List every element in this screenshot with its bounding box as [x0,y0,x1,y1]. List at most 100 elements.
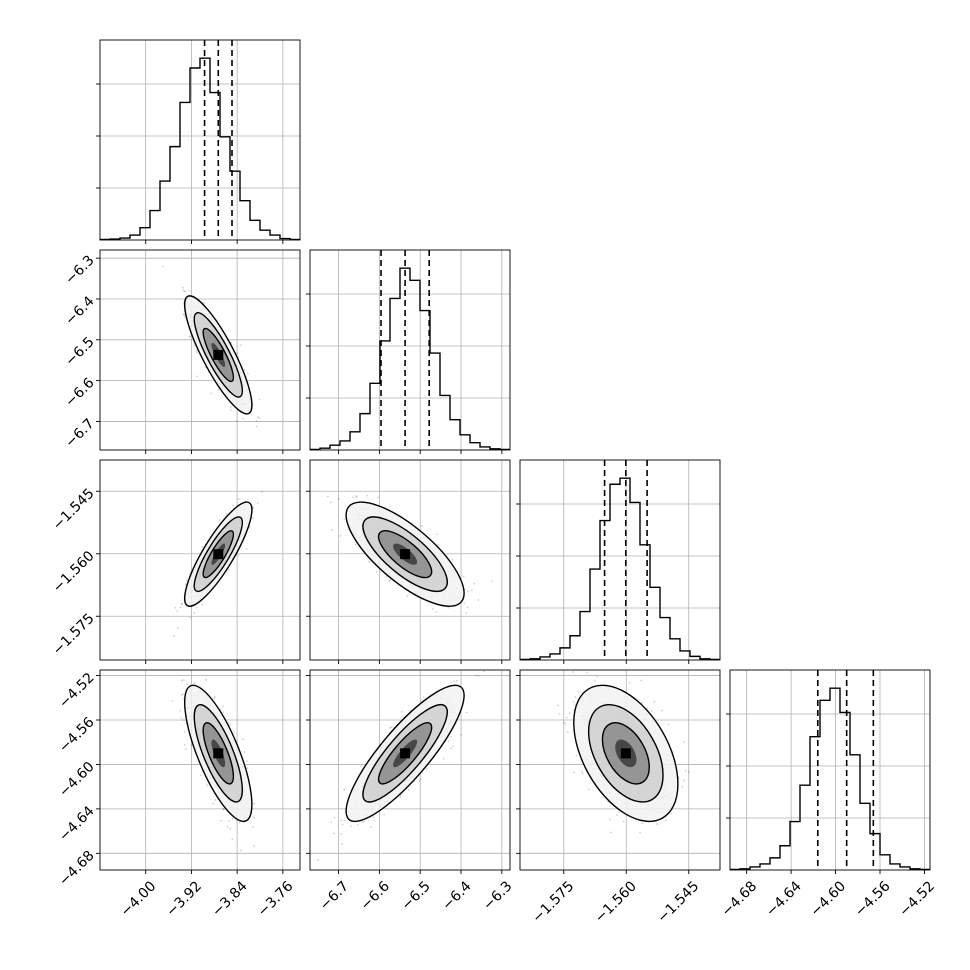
density-peak-cell [400,549,411,560]
sample-point [400,710,403,713]
panel-frame [309,249,511,451]
sample-point [184,731,186,733]
panel-2-0: −1.575−1.560−1.545 [50,459,301,664]
sample-point [343,819,346,822]
sample-point [389,579,391,581]
sample-point [252,507,255,510]
y-tick-label: −6.6 [62,375,97,410]
x-tick-label: −6.3 [480,878,515,913]
sample-point [388,579,391,582]
sample-point [256,502,259,505]
sample-point [253,816,255,819]
sample-point [180,679,183,682]
sample-point [199,774,202,777]
density-peak-cell [213,549,224,560]
sample-point [182,286,184,289]
sample-point [389,726,391,729]
y-tick-label: −1.545 [50,486,98,534]
sample-point [317,859,320,862]
sample-point [400,716,403,719]
sample-point [243,368,246,371]
histogram-step [520,477,720,660]
sample-point [238,498,240,501]
sample-point [203,302,205,305]
sample-point [243,751,246,753]
y-tick-label: −6.7 [62,416,97,451]
sample-point [174,607,177,609]
sample-point [420,699,423,702]
sample-point [222,808,225,811]
sample-point [222,705,225,708]
sample-point [383,813,386,816]
x-tick-label: −3.92 [163,878,205,920]
sample-point [467,590,469,593]
x-tick-label: −3.84 [209,878,251,920]
sample-point [212,802,215,805]
sample-point [568,712,571,715]
sample-point [562,721,565,724]
sample-point [326,495,329,498]
sample-point [406,595,409,598]
density-peak-cell [400,748,411,759]
sample-point [475,674,478,677]
sample-point [258,417,261,419]
sample-point [236,419,238,422]
y-tick-label: −4.68 [56,848,98,890]
sample-point [184,748,187,750]
sample-point [246,767,249,769]
y-tick-label: −6.4 [62,293,97,328]
sample-point [329,501,332,503]
sample-point [373,819,376,822]
sample-point [411,521,414,524]
sample-point [343,518,346,521]
sample-point [220,819,222,822]
sample-point [641,701,643,704]
sample-point [222,808,225,810]
sample-point [460,733,463,736]
sample-point [245,760,248,763]
y-tick-label: −1.560 [50,548,98,596]
sample-point [182,679,185,681]
density-peak-cell [213,748,224,759]
sample-point [465,711,468,714]
sample-point [237,554,240,557]
sample-point [465,612,468,615]
sample-point [343,788,346,791]
panel-frame [309,669,511,871]
sample-point [339,534,342,537]
sample-point [333,832,336,835]
sample-point [218,519,221,522]
sample-point [653,700,656,703]
sample-point [470,589,473,592]
sample-point [229,827,232,830]
sample-point [370,826,372,829]
sample-point [258,398,261,401]
sample-point [420,525,423,527]
sample-point [447,740,450,743]
sample-point [450,747,452,750]
sample-point [183,316,186,318]
sample-point [245,548,248,550]
sample-point [640,679,643,682]
sample-point [253,802,256,805]
sample-point [482,670,485,672]
sample-point [431,607,434,610]
sample-point [217,388,220,391]
sample-point [236,352,238,355]
y-tick-label: −4.52 [56,670,98,712]
sample-point [581,772,584,775]
sample-point [452,745,454,747]
sample-point [340,819,342,822]
sample-point [363,820,365,823]
sample-point [180,603,183,605]
sample-point [340,833,343,835]
sample-point [226,825,229,828]
sample-point [181,603,184,605]
sample-point [173,634,176,637]
sample-point [183,743,186,746]
sample-point [186,579,188,582]
sample-point [229,409,232,412]
sample-point [253,844,255,847]
panel-frame [99,249,301,451]
sample-point [182,289,185,292]
